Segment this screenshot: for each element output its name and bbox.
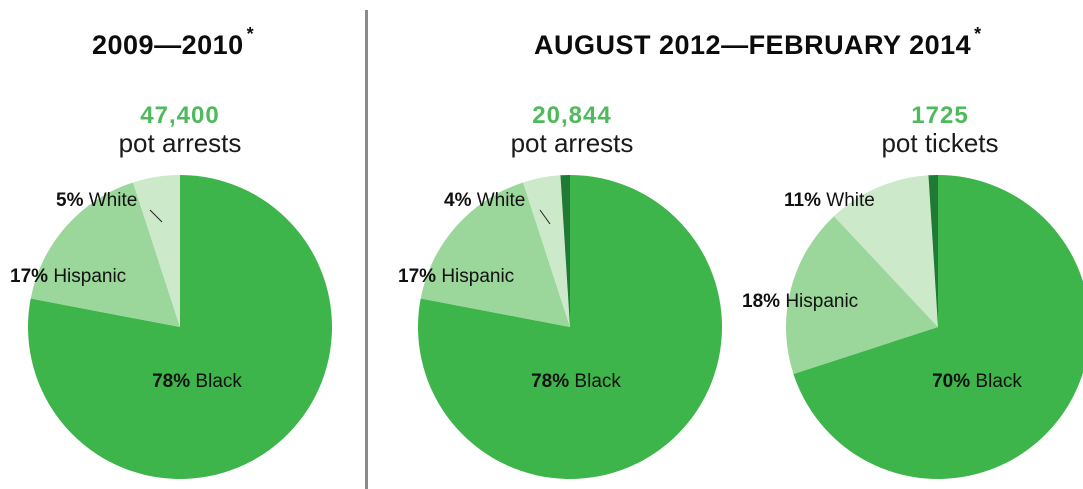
pie-1-slice-white <box>523 175 570 327</box>
pie-1-label-white: 4% White <box>444 190 525 211</box>
pie-1-slice-other <box>560 175 570 327</box>
pie-2-slice-other <box>928 175 938 327</box>
pie-0-slice-white <box>133 175 180 327</box>
chart-title-2012-2014: AUGUST 2012—FEBRUARY 2014 * <box>534 24 982 60</box>
pie-2-label-black: 70% Black <box>932 371 1022 392</box>
count-label-arrests-2012-2014: pot arrests <box>510 128 634 158</box>
pie-2-slice-hispanic <box>786 216 938 374</box>
pie-0-label-black: 78% Black <box>152 371 242 392</box>
pie-0-label-hispanic: 17% Hispanic <box>10 266 126 287</box>
pie-1-label-hispanic: 17% Hispanic <box>398 266 514 287</box>
pie-2-slice-black <box>793 175 1083 479</box>
pie-0-slice-black <box>27 175 332 479</box>
pie-1-leader-white <box>539 209 551 225</box>
pie-0-leader-white <box>149 209 163 223</box>
pie-0-label-white: 5% White <box>56 190 137 211</box>
pie-1-slice-hispanic <box>420 182 570 327</box>
count-tickets-2012-2014: 1725 <box>911 102 969 129</box>
pie-2-label-white: 11% White <box>784 190 875 211</box>
chart-title-2009-2010: 2009—2010 * <box>92 24 255 60</box>
count-label-2009-2010: pot arrests <box>118 128 242 158</box>
pie-0-slice-hispanic <box>30 182 180 327</box>
count-label-tickets-2012-2014: pot tickets <box>881 128 999 158</box>
section-divider <box>365 10 368 489</box>
pie-2-slice-white <box>833 175 938 327</box>
count-2009-2010: 47,400 <box>140 102 220 129</box>
count-arrests-2012-2014: 20,844 <box>532 102 612 129</box>
pie-2-label-hispanic: 18% Hispanic <box>742 291 858 312</box>
pie-1-label-black: 78% Black <box>531 371 621 392</box>
